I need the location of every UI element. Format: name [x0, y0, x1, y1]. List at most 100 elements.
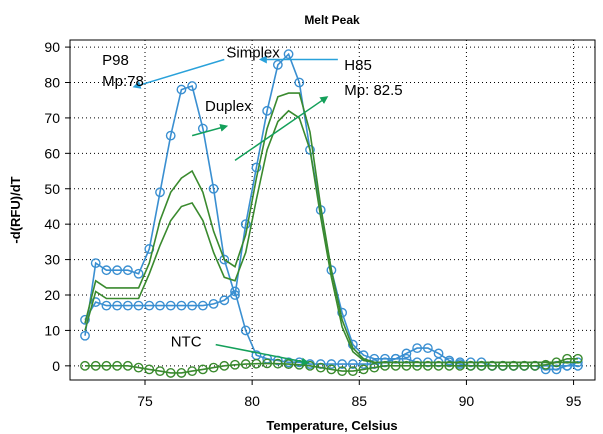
y-tick-label: 10 [44, 322, 60, 338]
data-point [326, 364, 337, 375]
data-point [487, 360, 498, 371]
data-point [144, 364, 155, 375]
y-tick-label: 60 [44, 145, 60, 161]
annotation-label: NTC [171, 333, 202, 350]
data-point [315, 362, 326, 373]
data-point [230, 359, 240, 370]
data-point [433, 348, 444, 359]
data-point [251, 358, 262, 369]
data-point [444, 355, 455, 366]
y-tick-label: 0 [52, 358, 60, 374]
data-point [358, 364, 369, 375]
data-point [176, 368, 187, 378]
data-point [165, 368, 176, 378]
y-tick-label: 20 [44, 287, 60, 303]
data-point [422, 360, 433, 371]
data-point [133, 362, 144, 373]
data-point [572, 353, 583, 364]
data-point [144, 300, 155, 311]
data-point [155, 187, 165, 198]
data-point [433, 360, 444, 371]
annotation-label: Mp: 82.5 [344, 82, 402, 99]
data-point [122, 300, 133, 311]
data-point [187, 366, 198, 377]
data-point [101, 360, 112, 371]
data-point [262, 358, 273, 369]
chart-title: Melt Peak [304, 13, 360, 27]
data-point [455, 360, 465, 371]
data-point [444, 360, 455, 371]
data-point [465, 360, 476, 371]
y-tick-label: 30 [44, 252, 60, 268]
series-group [80, 49, 583, 378]
data-point [283, 49, 294, 60]
data-point [101, 300, 112, 311]
tick-labels: 75 80 85 90 95 0 10 20 30 40 50 60 70 80 90 [44, 39, 581, 409]
data-point [540, 359, 551, 370]
data-point [272, 358, 283, 369]
data-point [347, 366, 358, 377]
data-point [219, 360, 230, 371]
data-point [187, 300, 198, 311]
data-point [380, 360, 390, 371]
annotation-arrow [234, 96, 329, 162]
data-point [197, 364, 208, 375]
data-point [122, 360, 133, 371]
data-point [272, 59, 283, 70]
series-line-4 [84, 109, 578, 364]
data-point [187, 81, 198, 91]
data-point [551, 357, 562, 368]
data-point [101, 265, 112, 276]
data-point [305, 360, 315, 371]
data-point [337, 359, 348, 369]
annotation-arrow [191, 123, 229, 137]
data-point [112, 265, 123, 276]
data-point [401, 348, 412, 359]
data-point [176, 84, 187, 95]
data-point [230, 286, 240, 297]
data-point [80, 360, 90, 371]
annotation-group: P98 Mp:78 Simplex H85 Mp: 82.5 Duplex NTC [102, 45, 403, 351]
data-point [337, 366, 348, 377]
annotation-label: Mp:78 [102, 73, 144, 90]
data-point [133, 300, 144, 311]
data-point [80, 330, 90, 341]
data-point [208, 298, 219, 309]
data-point [562, 353, 573, 364]
data-point [497, 360, 508, 371]
annotation-arrows [132, 55, 338, 366]
data-point [326, 359, 337, 369]
annotation-label: H85 [344, 57, 372, 74]
data-point [369, 362, 380, 373]
x-tick-label: 95 [566, 393, 582, 409]
y-tick-label: 90 [44, 39, 60, 55]
x-tick-label: 85 [351, 393, 367, 409]
data-point [283, 359, 294, 369]
data-point [519, 360, 530, 371]
y-tick-label: 40 [44, 216, 60, 232]
y-tick-label: 70 [44, 110, 60, 126]
data-point [112, 360, 123, 371]
data-point [240, 325, 251, 336]
data-point [240, 359, 251, 369]
x-axis-label: Temperature, Celsius [266, 418, 397, 433]
data-point [219, 295, 230, 306]
data-point [90, 297, 101, 307]
data-point [90, 258, 101, 269]
annotation-label: Duplex [205, 98, 252, 115]
data-point [155, 300, 165, 311]
y-tick-label: 80 [44, 75, 60, 91]
data-point [90, 360, 101, 371]
data-point [347, 359, 358, 369]
data-point [390, 360, 401, 371]
data-point [530, 360, 540, 371]
data-point [240, 219, 251, 230]
data-point [412, 360, 423, 371]
y-axis-label: -d(RFU)/dT [8, 176, 23, 243]
data-point [294, 77, 305, 88]
data-point [208, 183, 219, 194]
data-point [122, 265, 133, 276]
data-point [112, 300, 123, 311]
grid [70, 40, 595, 380]
